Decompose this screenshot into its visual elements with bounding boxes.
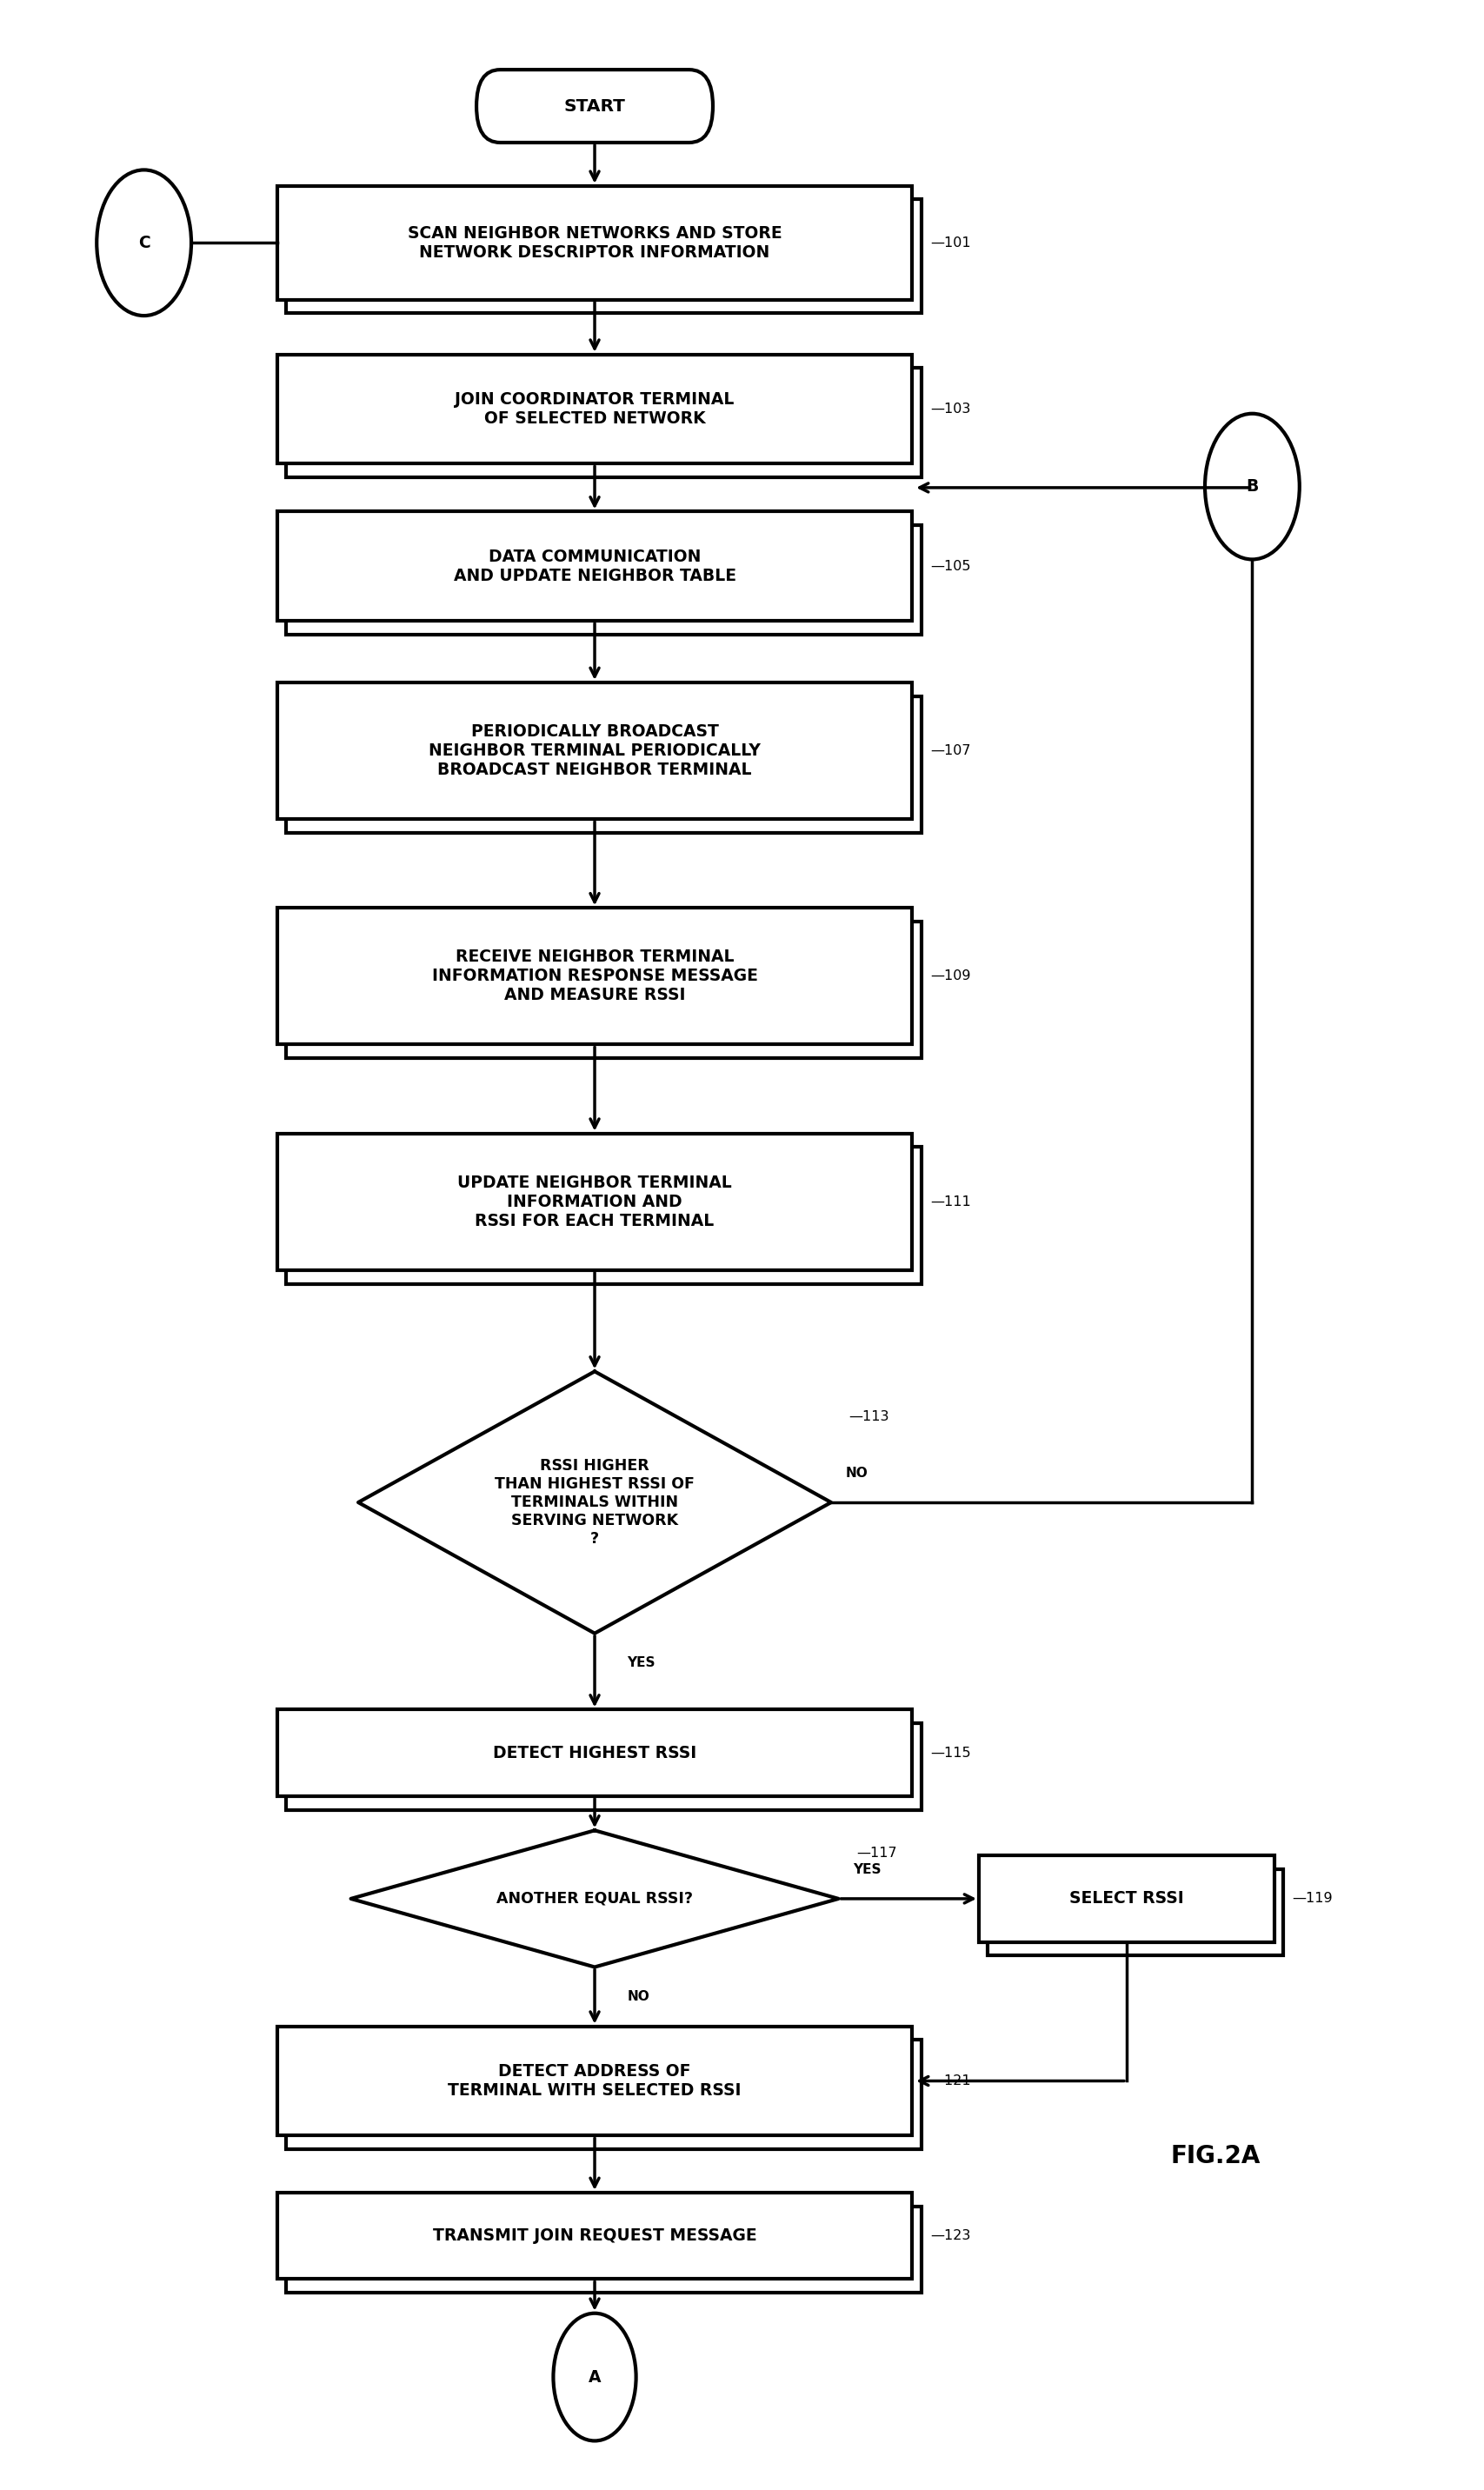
Text: JOIN COORDINATOR TERMINAL
OF SELECTED NETWORK: JOIN COORDINATOR TERMINAL OF SELECTED NE… xyxy=(454,391,735,426)
Text: —103: —103 xyxy=(929,403,971,416)
Text: —109: —109 xyxy=(929,969,971,984)
FancyBboxPatch shape xyxy=(278,2027,911,2136)
FancyBboxPatch shape xyxy=(286,2206,920,2293)
Text: —123: —123 xyxy=(929,2229,971,2243)
FancyBboxPatch shape xyxy=(286,697,920,832)
Text: DETECT HIGHEST RSSI: DETECT HIGHEST RSSI xyxy=(493,1745,696,1760)
Text: —101: —101 xyxy=(929,237,971,249)
Circle shape xyxy=(96,169,191,316)
Text: —111: —111 xyxy=(929,1195,971,1208)
Text: —113: —113 xyxy=(849,1409,889,1424)
Text: SELECT RSSI: SELECT RSSI xyxy=(1068,1890,1183,1907)
Polygon shape xyxy=(350,1830,838,1967)
FancyBboxPatch shape xyxy=(286,199,920,314)
Circle shape xyxy=(554,2313,635,2440)
Text: RSSI HIGHER
THAN HIGHEST RSSI OF
TERMINALS WITHIN
SERVING NETWORK
?: RSSI HIGHER THAN HIGHEST RSSI OF TERMINA… xyxy=(494,1459,695,1546)
FancyBboxPatch shape xyxy=(278,1711,911,1795)
Text: C: C xyxy=(138,234,150,251)
Text: SCAN NEIGHBOR NETWORKS AND STORE
NETWORK DESCRIPTOR INFORMATION: SCAN NEIGHBOR NETWORKS AND STORE NETWORK… xyxy=(407,224,782,261)
FancyBboxPatch shape xyxy=(286,1148,920,1285)
Polygon shape xyxy=(358,1372,831,1633)
FancyBboxPatch shape xyxy=(476,70,712,142)
Text: —121: —121 xyxy=(929,2074,971,2087)
Text: TRANSMIT JOIN REQUEST MESSAGE: TRANSMIT JOIN REQUEST MESSAGE xyxy=(432,2229,757,2243)
Text: RECEIVE NEIGHBOR TERMINAL
INFORMATION RESPONSE MESSAGE
AND MEASURE RSSI: RECEIVE NEIGHBOR TERMINAL INFORMATION RE… xyxy=(432,949,757,1003)
FancyBboxPatch shape xyxy=(278,909,911,1046)
FancyBboxPatch shape xyxy=(278,354,911,463)
Text: START: START xyxy=(564,97,625,115)
FancyBboxPatch shape xyxy=(278,187,911,299)
Text: —119: —119 xyxy=(1291,1892,1331,1905)
Text: —115: —115 xyxy=(929,1745,971,1760)
FancyBboxPatch shape xyxy=(987,1870,1282,1955)
FancyBboxPatch shape xyxy=(278,2194,911,2278)
Text: A: A xyxy=(588,2368,601,2385)
Text: NO: NO xyxy=(626,1990,649,2002)
Text: B: B xyxy=(1245,478,1258,496)
Text: PERIODICALLY BROADCAST
NEIGHBOR TERMINAL PERIODICALLY
BROADCAST NEIGHBOR TERMINA: PERIODICALLY BROADCAST NEIGHBOR TERMINAL… xyxy=(429,722,760,777)
Text: DETECT ADDRESS OF
TERMINAL WITH SELECTED RSSI: DETECT ADDRESS OF TERMINAL WITH SELECTED… xyxy=(448,2064,741,2099)
Text: UPDATE NEIGHBOR TERMINAL
INFORMATION AND
RSSI FOR EACH TERMINAL: UPDATE NEIGHBOR TERMINAL INFORMATION AND… xyxy=(457,1175,732,1230)
Text: YES: YES xyxy=(626,1656,654,1668)
Text: —105: —105 xyxy=(929,560,971,573)
Text: YES: YES xyxy=(853,1863,881,1875)
FancyBboxPatch shape xyxy=(286,2039,920,2149)
FancyBboxPatch shape xyxy=(286,369,920,478)
Text: —107: —107 xyxy=(929,745,971,757)
Text: DATA COMMUNICATION
AND UPDATE NEIGHBOR TABLE: DATA COMMUNICATION AND UPDATE NEIGHBOR T… xyxy=(453,548,736,585)
Text: ANOTHER EQUAL RSSI?: ANOTHER EQUAL RSSI? xyxy=(496,1890,693,1907)
Circle shape xyxy=(1204,413,1298,560)
FancyBboxPatch shape xyxy=(278,510,911,620)
Text: —117: —117 xyxy=(856,1848,896,1860)
FancyBboxPatch shape xyxy=(286,525,920,635)
FancyBboxPatch shape xyxy=(278,682,911,819)
FancyBboxPatch shape xyxy=(978,1855,1273,1942)
FancyBboxPatch shape xyxy=(286,921,920,1058)
FancyBboxPatch shape xyxy=(286,1723,920,1810)
Text: FIG.2A: FIG.2A xyxy=(1169,2144,1260,2169)
Text: NO: NO xyxy=(846,1467,868,1479)
FancyBboxPatch shape xyxy=(278,1133,911,1270)
